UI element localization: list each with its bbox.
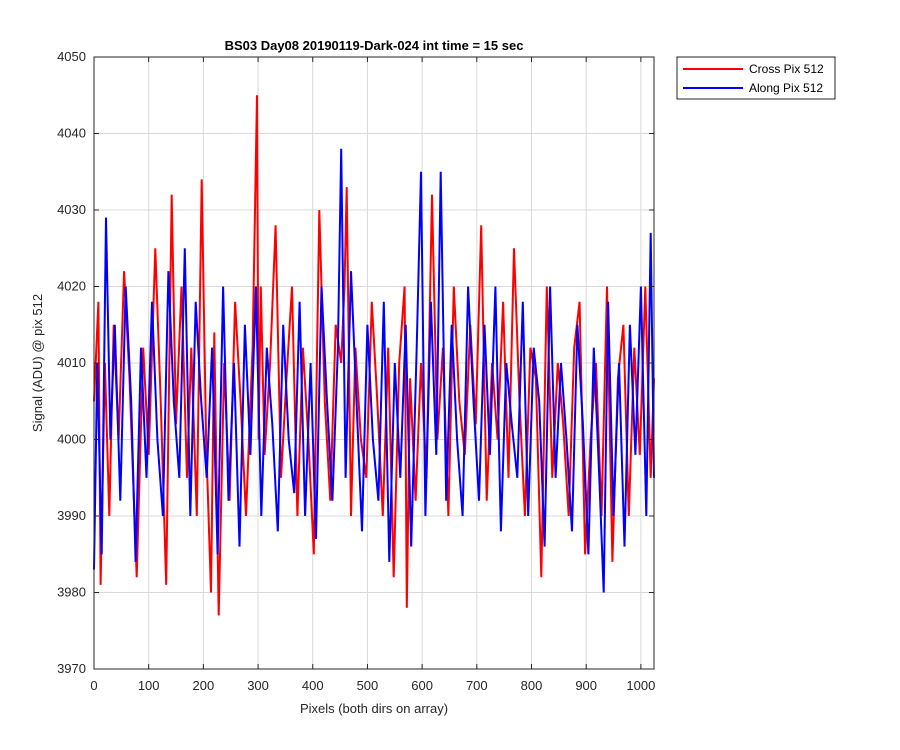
chart-title: BS03 Day08 20190119-Dark-024 int time = … — [225, 38, 524, 53]
legend-box — [676, 56, 836, 100]
y-tick-label: 4050 — [57, 49, 86, 64]
ticks: 0 100 200 300 400 500 600 700 800 900 1000 3970 3980… — [57, 49, 655, 693]
legend: Cross Pix 512 Along Pix 512 — [676, 56, 836, 100]
series-line-along-pix-512 — [93, 148, 655, 593]
x-tick-label: 1000 — [626, 678, 655, 693]
y-tick-label: 4040 — [57, 126, 86, 141]
y-axis-label: Signal (ADU) @ pix 512 — [30, 294, 45, 432]
x-tick-label: 900 — [575, 678, 597, 693]
legend-label-cross: Cross Pix 512 — [749, 62, 824, 76]
x-tick-label: 100 — [138, 678, 160, 693]
x-tick-label: 300 — [247, 678, 269, 693]
x-tick-label: 600 — [411, 678, 433, 693]
x-tick-label: 400 — [302, 678, 324, 693]
legend-label-along: Along Pix 512 — [749, 81, 823, 95]
x-tick-label: 500 — [357, 678, 379, 693]
y-tick-label: 4030 — [57, 202, 86, 217]
x-tick-label: 800 — [521, 678, 543, 693]
x-tick-label: 0 — [90, 678, 97, 693]
series-group — [93, 95, 655, 616]
y-tick-label: 3970 — [57, 661, 86, 676]
y-tick-label: 3980 — [57, 585, 86, 600]
y-tick-label: 4010 — [57, 355, 86, 370]
y-tick-label: 3990 — [57, 508, 86, 523]
y-tick-label: 4000 — [57, 432, 86, 447]
x-axis-label: Pixels (both dirs on array) — [300, 701, 448, 716]
y-tick-label: 4020 — [57, 279, 86, 294]
x-tick-label: 200 — [193, 678, 215, 693]
x-tick-label: 700 — [466, 678, 488, 693]
